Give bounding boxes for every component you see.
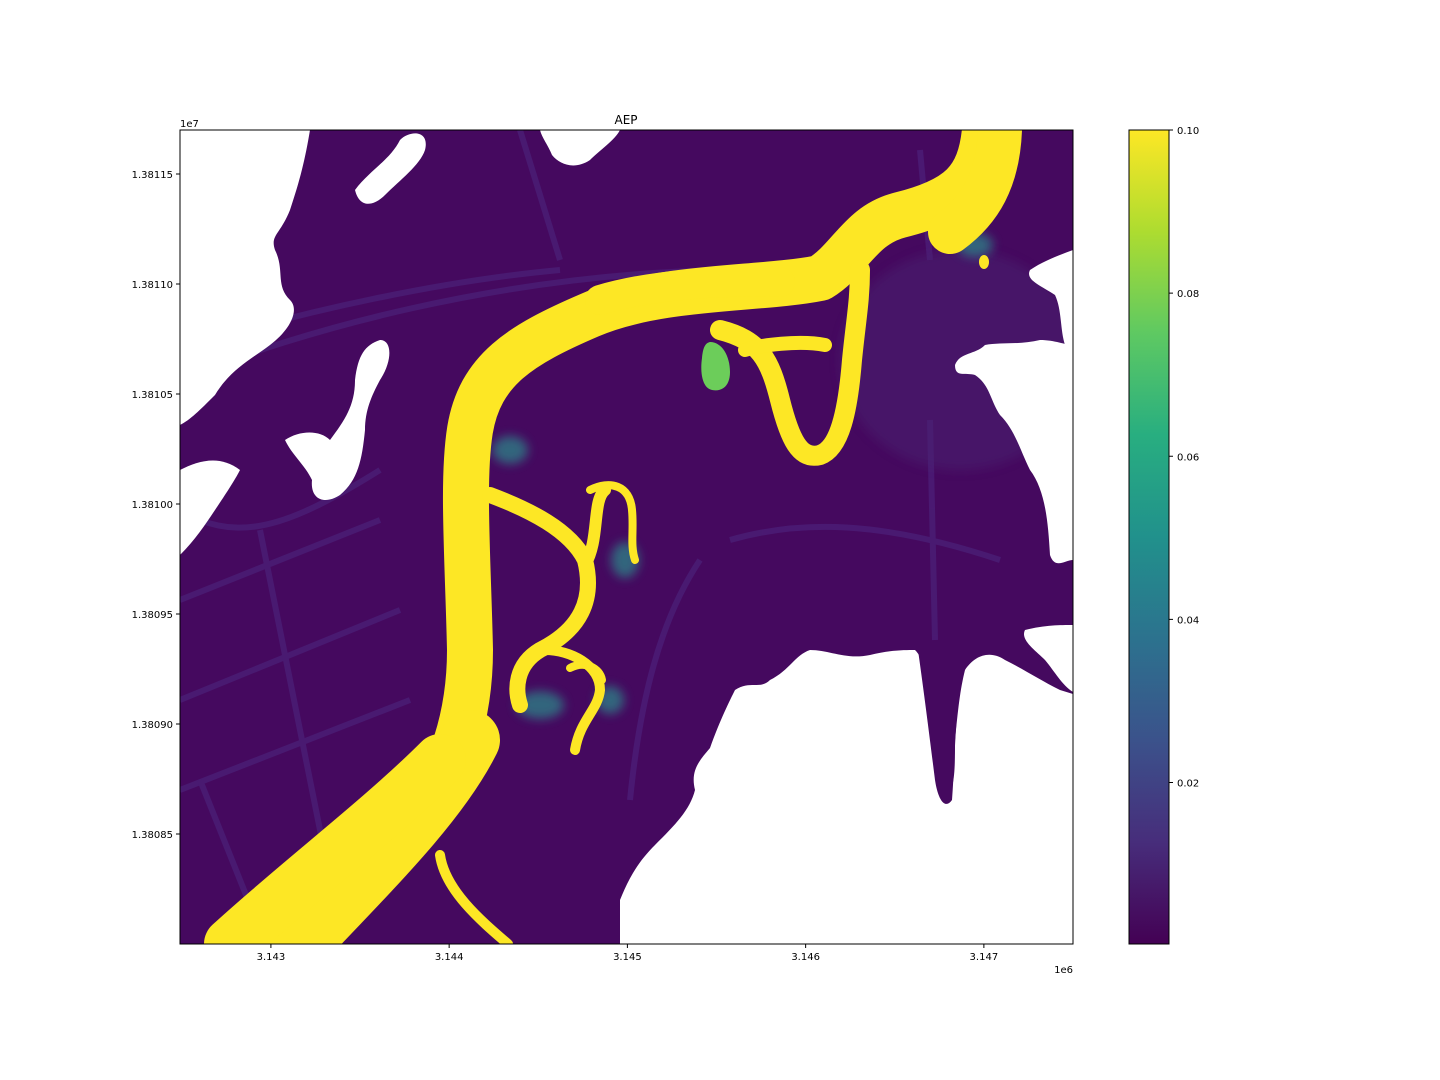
x-offset-label: 1e6 [1054,965,1073,976]
y-tick-label: 1.38095 [132,610,173,621]
main-channel [204,130,1022,944]
x-tick-label: 3.147 [970,952,999,963]
colorbar [1128,129,1170,945]
colorbar-tick-label: 0.04 [1177,615,1199,626]
y-tick-label: 1.38110 [132,280,173,291]
chart-title: AEP [614,113,637,127]
y-tick-label: 1.38100 [132,500,173,511]
y-tick-label: 1.38085 [132,830,173,841]
colorbar-tick-label: 0.08 [1177,289,1199,300]
x-tick-label: 3.145 [613,952,642,963]
x-axis: 3.143 3.144 3.145 3.146 3.147 [257,944,999,963]
colorbar-tick-label: 0.02 [1177,779,1199,790]
isolated-pond [701,342,730,391]
y-offset-label: 1e7 [180,119,199,130]
y-axis: 1.38085 1.38090 1.38095 1.38100 1.38105 1.381… [132,170,180,841]
x-tick-label: 3.143 [257,952,286,963]
y-tick-label: 1.38090 [132,720,173,731]
y-tick-label: 1.38105 [132,390,173,401]
small-yellow-speck [979,255,989,269]
colorbar-tick-label: 0.06 [1177,452,1199,463]
plot-frame [179,129,1074,945]
heatmap-raster [180,130,1073,944]
x-tick-label: 3.144 [435,952,464,963]
no-data-regions [180,130,1073,944]
colorbar-tick-label: 0.10 [1177,126,1199,137]
x-tick-label: 3.146 [791,952,820,963]
floodplain-spike [918,650,960,804]
colorbar-ticks: 0.02 0.04 0.06 0.08 0.10 [1169,126,1199,790]
y-tick-label: 1.38115 [132,170,173,181]
